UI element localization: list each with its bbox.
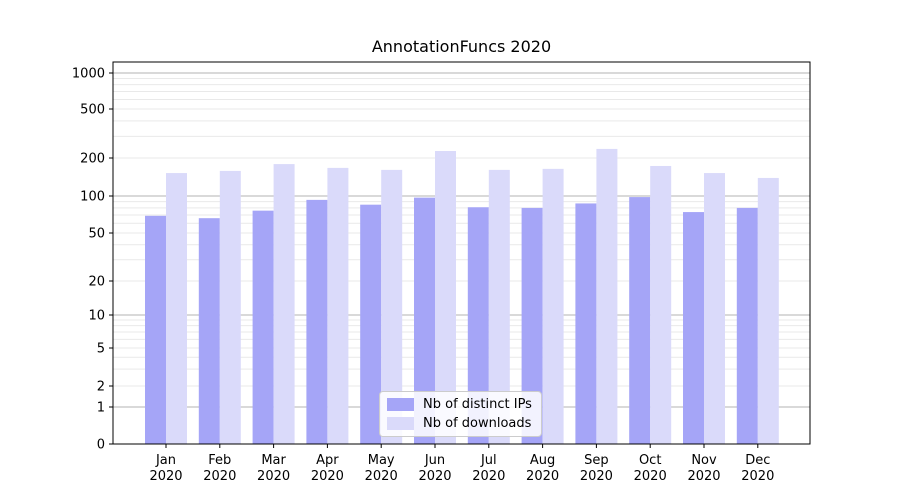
bar-downloads-may xyxy=(381,169,403,444)
x-tick-label-year: 2020 xyxy=(472,469,505,484)
x-tick-label-month: Nov xyxy=(691,453,717,468)
axes-spines xyxy=(112,61,811,445)
bar-distinct-ips-aug xyxy=(521,207,543,444)
y-tick-label: 10 xyxy=(88,309,105,324)
y-tick-label: 2 xyxy=(97,380,105,395)
y-tick-label: 1000 xyxy=(72,67,105,82)
bar-downloads-jul xyxy=(488,169,510,444)
x-tick-label-year: 2020 xyxy=(203,469,236,484)
legend: Nb of distinct IPs Nb of downloads xyxy=(379,391,542,437)
legend-item-distinct-ips: Nb of distinct IPs xyxy=(387,397,532,412)
legend-label-distinct-ips: Nb of distinct IPs xyxy=(423,397,532,412)
x-tick-label-year: 2020 xyxy=(149,469,182,484)
x-tick-label-year: 2020 xyxy=(741,469,774,484)
bar-downloads-oct xyxy=(650,165,672,444)
bar-downloads-mar xyxy=(273,164,295,444)
y-tick-label: 100 xyxy=(80,190,105,205)
bar-distinct-ips-dec xyxy=(736,207,758,444)
bar-distinct-ips-mar xyxy=(252,210,274,444)
bar-distinct-ips-sep xyxy=(575,203,597,444)
x-tick-label-year: 2020 xyxy=(526,469,559,484)
x-tick-label-month: Dec xyxy=(745,453,770,468)
x-tick-label-month: Jul xyxy=(480,453,497,468)
y-tick-label: 20 xyxy=(88,275,105,290)
bar-distinct-ips-apr xyxy=(306,199,328,444)
x-tick-label-year: 2020 xyxy=(687,469,720,484)
bar-downloads-jun xyxy=(435,150,456,444)
x-tick-label-year: 2020 xyxy=(418,469,451,484)
x-tick-label-month: Jan xyxy=(155,453,176,468)
x-tick-label-month: Sep xyxy=(584,453,609,468)
legend-swatch-distinct-ips-icon xyxy=(387,398,414,411)
bar-distinct-ips-jun xyxy=(414,197,435,444)
bar-downloads-jan xyxy=(166,173,187,444)
bar-distinct-ips-jul xyxy=(467,207,489,444)
x-tick-label-year: 2020 xyxy=(257,469,290,484)
x-tick-label-year: 2020 xyxy=(634,469,667,484)
y-tick-label: 5 xyxy=(97,342,105,357)
x-tick-label-month: Oct xyxy=(639,453,661,468)
bar-distinct-ips-oct xyxy=(629,197,651,444)
x-tick-label-month: Jun xyxy=(424,453,445,468)
bar-downloads-apr xyxy=(327,167,349,444)
x-tick-label-month: May xyxy=(368,453,395,468)
x-tick-label-month: Feb xyxy=(208,453,231,468)
x-tick-label-year: 2020 xyxy=(580,469,613,484)
bar-downloads-dec xyxy=(757,177,779,444)
legend-label-downloads: Nb of downloads xyxy=(423,416,532,431)
bar-downloads-nov xyxy=(704,173,725,444)
bar-downloads-aug xyxy=(542,168,564,444)
y-tick-label: 200 xyxy=(80,152,105,167)
x-tick-label-month: Mar xyxy=(261,453,286,468)
legend-item-downloads: Nb of downloads xyxy=(387,416,532,431)
bar-distinct-ips-jan xyxy=(145,215,166,444)
x-tick-label-year: 2020 xyxy=(365,469,398,484)
bar-distinct-ips-nov xyxy=(683,212,704,444)
chart-title: AnnotationFuncs 2020 xyxy=(371,37,552,56)
y-tick-label: 500 xyxy=(80,103,105,118)
x-tick-label-month: Apr xyxy=(316,453,339,468)
y-tick-label: 0 xyxy=(97,438,105,453)
bar-downloads-sep xyxy=(596,148,618,444)
legend-swatch-downloads-icon xyxy=(387,417,414,430)
y-tick-label: 1 xyxy=(97,401,105,416)
y-tick-label: 50 xyxy=(88,227,105,242)
bar-distinct-ips-feb xyxy=(198,218,220,444)
bar-distinct-ips-may xyxy=(360,204,382,444)
x-tick-label-year: 2020 xyxy=(311,469,344,484)
x-tick-label-month: Aug xyxy=(530,453,555,468)
bar-downloads-feb xyxy=(219,170,241,445)
